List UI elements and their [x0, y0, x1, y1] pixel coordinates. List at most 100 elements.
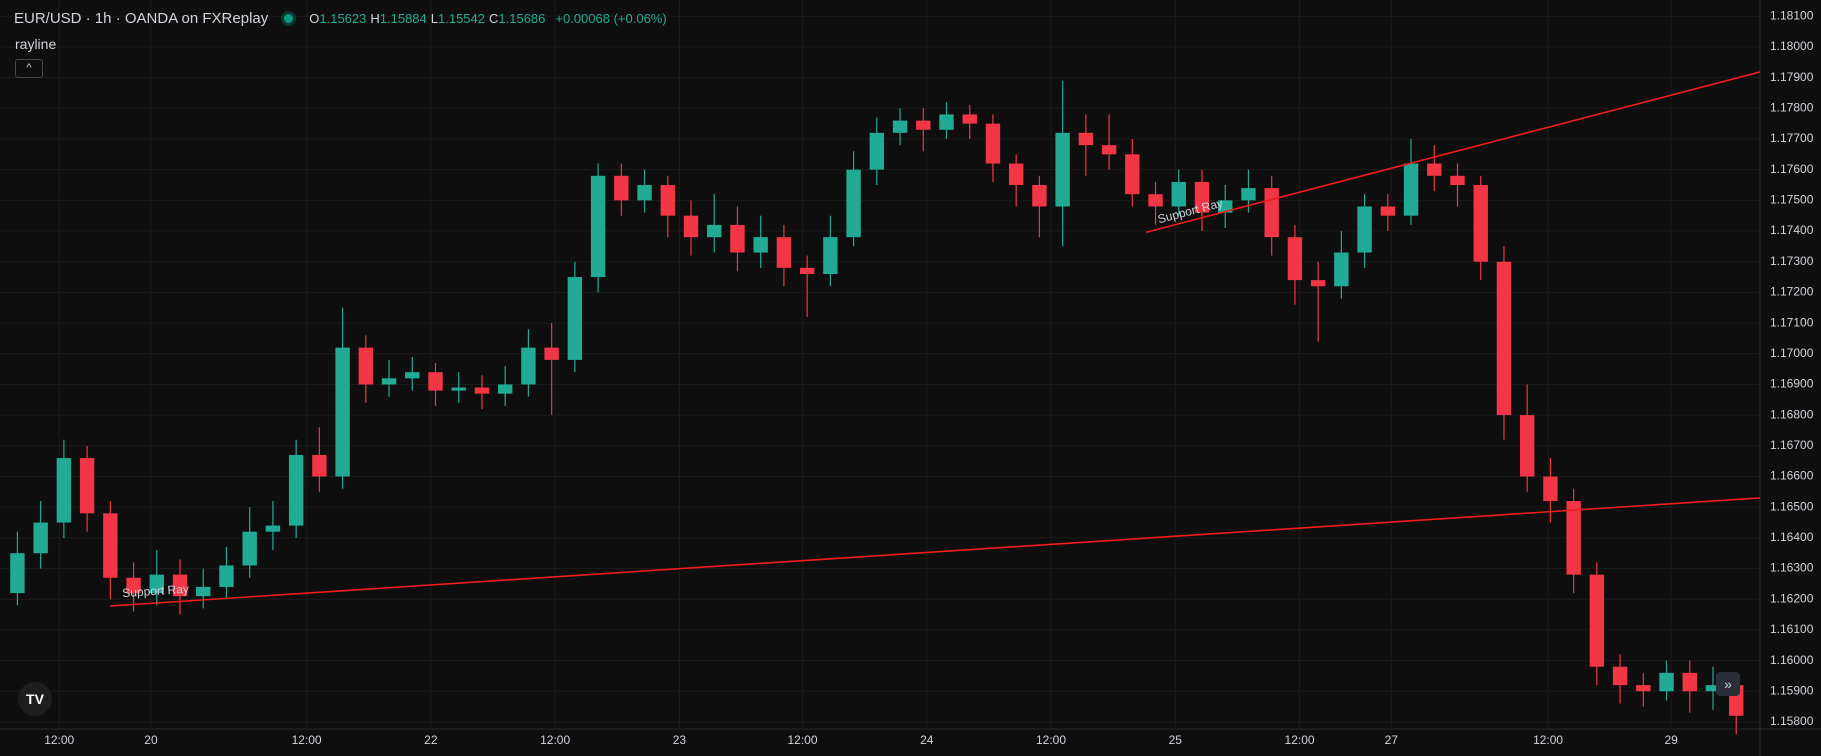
candle-body [405, 372, 420, 379]
y-tick-label: 1.16400 [1770, 530, 1814, 544]
candle-body [172, 574, 188, 597]
candle-body [1310, 280, 1326, 287]
candle-body [730, 224, 745, 253]
candle-body [126, 577, 141, 594]
candle-body [799, 267, 815, 274]
candle-body [288, 455, 304, 526]
candle-body [1264, 188, 1279, 238]
y-tick-label: 1.15800 [1770, 714, 1814, 728]
candle-body [869, 132, 885, 170]
y-tick-label: 1.16500 [1770, 499, 1814, 513]
y-tick-label: 1.16100 [1770, 622, 1814, 636]
candle-body [1589, 574, 1605, 667]
candle-body [985, 123, 1001, 164]
candle-body [10, 553, 25, 594]
y-tick-label: 1.16700 [1770, 438, 1814, 452]
ray-line [1146, 71, 1761, 234]
candle-body [1078, 132, 1094, 146]
ohlc-key: H [370, 11, 380, 26]
candle-body [33, 522, 48, 554]
y-tick-label: 1.17800 [1770, 100, 1814, 114]
candle-body [521, 347, 536, 385]
candle-body [544, 347, 559, 360]
candle-body [892, 120, 908, 133]
x-tick-label: 29 [1665, 733, 1679, 747]
ohlc-values: O1.15623 H1.15884 L1.15542 C1.15686 [309, 10, 549, 27]
x-tick-label: 12:00 [1036, 733, 1066, 747]
candle-body [823, 237, 838, 274]
y-tick-label: 1.16300 [1770, 561, 1814, 575]
candle-body [451, 387, 466, 391]
x-tick-label: 20 [144, 733, 158, 747]
market-status [284, 14, 294, 23]
ohlc-value: 1.15686 [498, 11, 546, 26]
candle-body [1403, 163, 1419, 216]
candle-body [312, 455, 327, 477]
y-tick-label: 1.17500 [1770, 193, 1814, 207]
y-tick-label: 1.17400 [1770, 223, 1814, 237]
candle-body [1519, 415, 1535, 477]
candle-body [335, 347, 350, 477]
scroll-right-button[interactable]: » [1716, 672, 1740, 696]
ohlc-key: C [489, 11, 499, 26]
candle-body [1543, 476, 1558, 502]
price-axis-background [1760, 0, 1821, 756]
candle-body [196, 586, 211, 597]
plot-background [0, 0, 1760, 729]
candle-body [219, 565, 234, 587]
x-tick-label: 12:00 [787, 733, 817, 747]
x-tick-label: 23 [673, 733, 687, 747]
y-tick-label: 1.16000 [1770, 653, 1814, 667]
y-tick-label: 1.18000 [1770, 39, 1814, 53]
y-tick-label: 1.17100 [1770, 315, 1814, 329]
symbol-title: EUR/USD · 1h · OANDA on FXReplay [14, 10, 269, 27]
x-tick-label: 12:00 [1533, 733, 1563, 747]
candle-body [1171, 181, 1186, 207]
y-tick-label: 1.17700 [1770, 131, 1814, 145]
candle-body [1218, 200, 1233, 213]
candle-body [753, 237, 768, 253]
symbol-header: EUR/USD · 1h · OANDA on FXReplay O1.1562… [14, 10, 671, 27]
candle-body [1450, 175, 1465, 186]
candle-body [1334, 252, 1349, 287]
indicator-name[interactable]: rayline [15, 36, 57, 52]
logo[interactable]: TV [18, 682, 52, 716]
y-tick-label: 1.17000 [1770, 346, 1814, 360]
candle-body [79, 458, 95, 514]
candle-body [56, 458, 72, 523]
x-tick-label: 27 [1385, 733, 1399, 747]
candle-body [683, 215, 699, 238]
ohlc-value: 1.15623 [319, 11, 367, 26]
candle-body [381, 378, 397, 385]
x-tick-label: 12:00 [1285, 733, 1315, 747]
x-tick-label: 12:00 [44, 733, 74, 747]
ohlc-key: O [309, 11, 320, 26]
ray-label: Support Ray [122, 582, 189, 600]
candle-body [776, 237, 792, 268]
candle-body [1125, 154, 1140, 195]
y-tick-label: 1.17300 [1770, 254, 1814, 268]
candle-body [1357, 206, 1372, 253]
candle-body [1287, 237, 1303, 281]
y-tick-label: 1.17900 [1770, 70, 1814, 84]
ohlc-key: L [430, 11, 438, 26]
collapse-button[interactable]: ^ [15, 59, 43, 78]
candle-body [614, 175, 629, 201]
candle-body [1008, 163, 1024, 186]
y-tick-label: 1.15900 [1770, 683, 1814, 697]
candle-body [1705, 685, 1721, 692]
candle-body [1659, 672, 1674, 692]
candle-body [1241, 188, 1256, 201]
ray-line [110, 497, 1761, 607]
candle-body [1101, 145, 1117, 155]
y-tick-label: 1.16600 [1770, 469, 1814, 483]
candle-body [1682, 672, 1697, 692]
candle-body [916, 120, 931, 130]
candle-body [567, 277, 583, 360]
candle-body [103, 513, 118, 578]
y-tick-label: 1.16200 [1770, 591, 1814, 605]
x-tick-label: 22 [424, 733, 438, 747]
candle-body [265, 525, 281, 532]
y-tick-label: 1.16900 [1770, 377, 1814, 391]
